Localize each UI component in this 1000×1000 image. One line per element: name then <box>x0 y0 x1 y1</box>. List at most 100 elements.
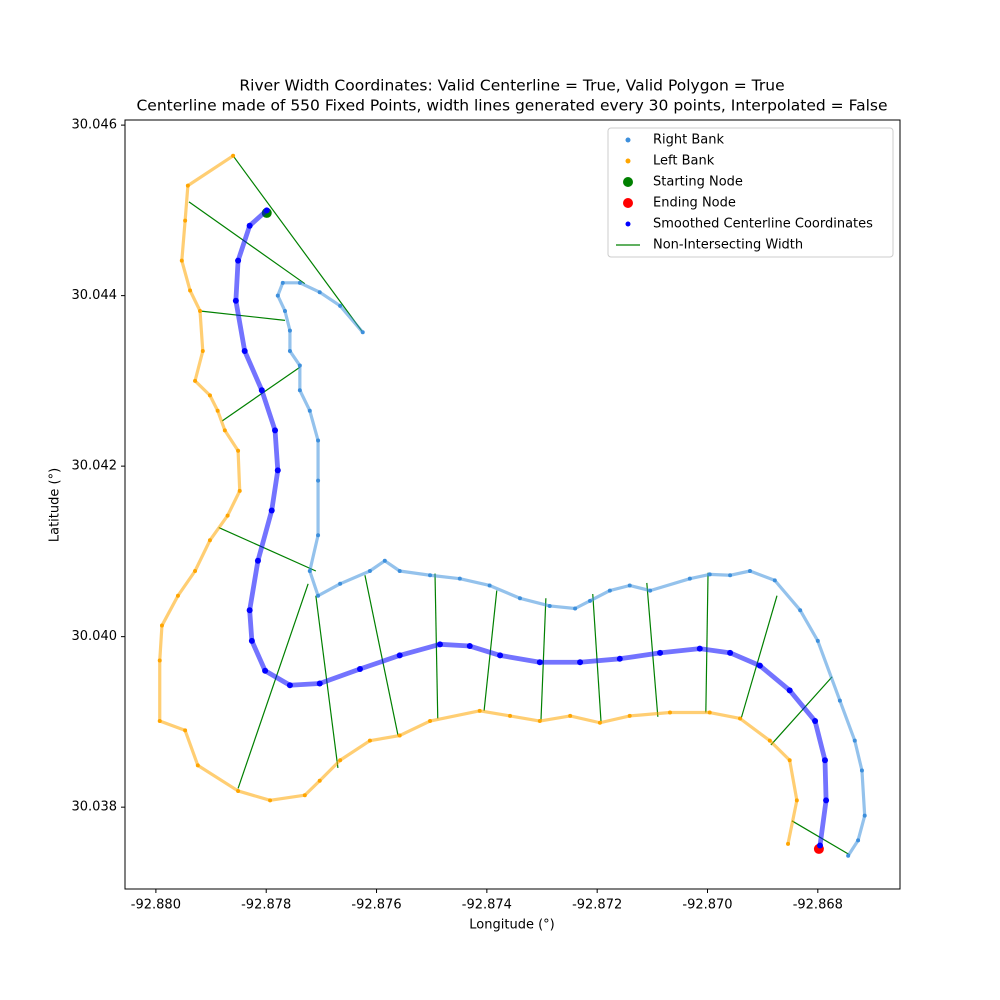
point <box>222 428 227 433</box>
width-line <box>237 583 309 789</box>
point <box>497 652 504 659</box>
legend-marker <box>625 158 631 164</box>
point <box>607 588 612 593</box>
point <box>859 768 864 773</box>
point <box>157 719 162 724</box>
point <box>794 798 799 803</box>
point <box>428 719 433 724</box>
point <box>812 718 819 725</box>
point <box>537 719 542 724</box>
point <box>756 662 763 669</box>
point <box>237 488 242 493</box>
series-line <box>158 154 799 845</box>
point <box>280 280 285 285</box>
point <box>302 793 307 798</box>
point <box>185 183 190 188</box>
chart-subtitle: Centerline made of 550 Fixed Points, wid… <box>136 97 887 115</box>
point <box>307 408 312 413</box>
point <box>616 655 623 662</box>
point <box>225 513 230 518</box>
point <box>577 659 584 666</box>
point <box>846 853 851 858</box>
point <box>316 533 321 538</box>
point <box>667 710 672 715</box>
legend-label: Starting Node <box>653 175 743 190</box>
point <box>862 813 867 818</box>
point <box>356 666 363 673</box>
point <box>338 758 343 763</box>
width-line <box>646 582 659 717</box>
legend-label: Right Bank <box>653 133 724 148</box>
width-line <box>770 676 833 746</box>
point <box>316 478 321 483</box>
point <box>772 578 777 583</box>
y-axis-label: Latitude (°) <box>48 468 63 542</box>
point <box>338 581 343 586</box>
point <box>367 738 372 743</box>
point <box>477 708 482 713</box>
point <box>767 738 772 743</box>
point <box>466 643 473 650</box>
point <box>823 797 830 804</box>
point <box>263 207 270 214</box>
point <box>317 290 322 295</box>
point <box>232 297 239 304</box>
x-tick-label: -92.876 <box>351 898 401 913</box>
y-tick-label: 30.040 <box>72 629 118 644</box>
point <box>696 645 703 652</box>
point <box>246 222 253 229</box>
point <box>856 838 861 843</box>
point <box>275 293 280 298</box>
point <box>597 720 602 725</box>
point <box>786 687 793 694</box>
legend-marker <box>625 137 631 143</box>
point <box>738 716 743 721</box>
point <box>627 713 632 718</box>
point <box>200 349 205 354</box>
width-line <box>232 155 364 333</box>
point <box>268 507 275 514</box>
plot-frame <box>124 119 901 890</box>
point <box>286 682 293 689</box>
point <box>157 658 162 663</box>
point <box>428 573 433 578</box>
y-tick-label: 30.038 <box>72 800 118 815</box>
point <box>798 608 803 613</box>
point <box>508 713 513 718</box>
x-tick-label: -92.872 <box>572 898 622 913</box>
width-line <box>199 310 286 321</box>
point <box>397 568 402 573</box>
point <box>241 348 248 355</box>
point <box>175 593 180 598</box>
point <box>517 596 522 601</box>
point <box>183 218 188 223</box>
point <box>657 649 664 656</box>
legend-marker <box>623 198 633 208</box>
x-axis-label: Longitude (°) <box>469 918 554 933</box>
x-tick-label: -92.870 <box>682 898 732 913</box>
point <box>728 573 733 578</box>
width-line <box>705 572 709 713</box>
point <box>246 607 253 614</box>
point <box>360 330 365 335</box>
point <box>487 583 492 588</box>
point <box>568 713 573 718</box>
point <box>707 572 712 577</box>
point <box>258 387 265 394</box>
point <box>262 667 269 674</box>
point <box>396 652 403 659</box>
point <box>193 568 198 573</box>
width-line <box>592 593 602 722</box>
point <box>215 408 220 413</box>
width-line <box>218 526 317 572</box>
point <box>297 280 302 285</box>
point <box>573 606 578 611</box>
x-tick-label: -92.878 <box>241 898 291 913</box>
point <box>282 308 287 313</box>
legend-label: Smoothed Centerline Coordinates <box>653 217 873 232</box>
point <box>648 588 653 593</box>
point <box>747 568 752 573</box>
point <box>236 788 241 793</box>
legend-label: Ending Node <box>653 196 736 211</box>
